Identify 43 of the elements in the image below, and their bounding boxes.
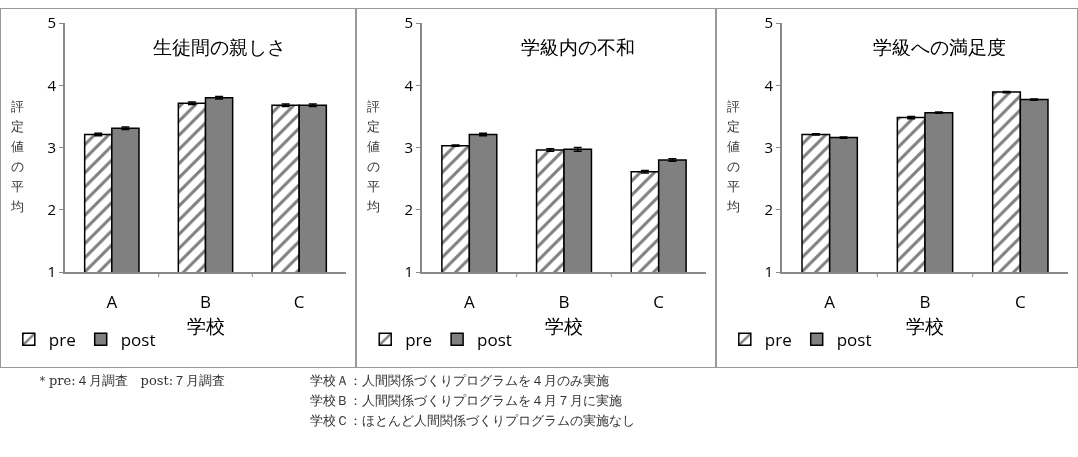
x-tick-label: C <box>293 290 305 314</box>
x-tick-label: B <box>558 290 570 314</box>
y-tick-label: 5 <box>404 12 413 33</box>
y-tick-label: 3 <box>47 136 56 157</box>
y-tick-label: 4 <box>47 74 57 95</box>
x-tick-label: C <box>653 290 665 314</box>
y-tick-label: 1 <box>764 261 773 282</box>
y-tick-label: 2 <box>764 199 773 219</box>
x-tick-label: C <box>1014 290 1026 314</box>
x-axis-title: 学校 <box>186 313 225 340</box>
text: 生徒間の親しさ <box>153 36 287 59</box>
y-tick-label: 5 <box>47 12 56 33</box>
y-axis-title: 評定値の平均 <box>725 98 741 216</box>
x-tick-label: A <box>106 290 118 314</box>
text: ＊pre:４月調査 post:７月調査 <box>36 372 226 390</box>
y-axis-title: 評定値の平均 <box>9 98 25 216</box>
legend-label: post <box>120 327 156 351</box>
x-tick-label: A <box>463 290 475 314</box>
text: 学級内の不和 <box>521 36 636 59</box>
text: 学級への満足度 <box>873 36 1007 59</box>
series-label: pre <box>405 327 433 351</box>
y-tick-label: 2 <box>47 199 56 219</box>
y-tick-label: 4 <box>404 74 414 95</box>
x-axis-title: 学校 <box>906 313 944 340</box>
y-tick-label: 5 <box>764 12 773 33</box>
series-label: pre <box>764 327 792 351</box>
x-tick-label: A <box>824 290 836 314</box>
y-tick-label: 3 <box>404 136 413 157</box>
y-tick-label: 3 <box>764 136 773 157</box>
y-axis-title: 評定値の平均 <box>365 98 381 216</box>
series-label: pre <box>48 327 76 351</box>
y-tick-label: 1 <box>404 261 413 282</box>
x-axis-title: 学校 <box>545 313 583 340</box>
y-tick-label: 1 <box>47 261 56 282</box>
text: 学校Ａ：人間関係づくりプログラムを４月のみ実施 <box>310 372 609 390</box>
x-tick-label: B <box>200 290 212 314</box>
legend-label: post <box>477 327 512 351</box>
text: 学校Ｂ：人間関係づくりプログラムを４月７月に実施 <box>310 392 622 410</box>
text: 学校Ｃ：ほとんど人間関係づくりプログラムの実施なし <box>310 412 635 430</box>
x-tick-label: B <box>919 290 931 314</box>
y-tick-label: 4 <box>764 74 774 95</box>
y-tick-label: 2 <box>404 199 413 219</box>
legend-label: post <box>836 327 872 351</box>
